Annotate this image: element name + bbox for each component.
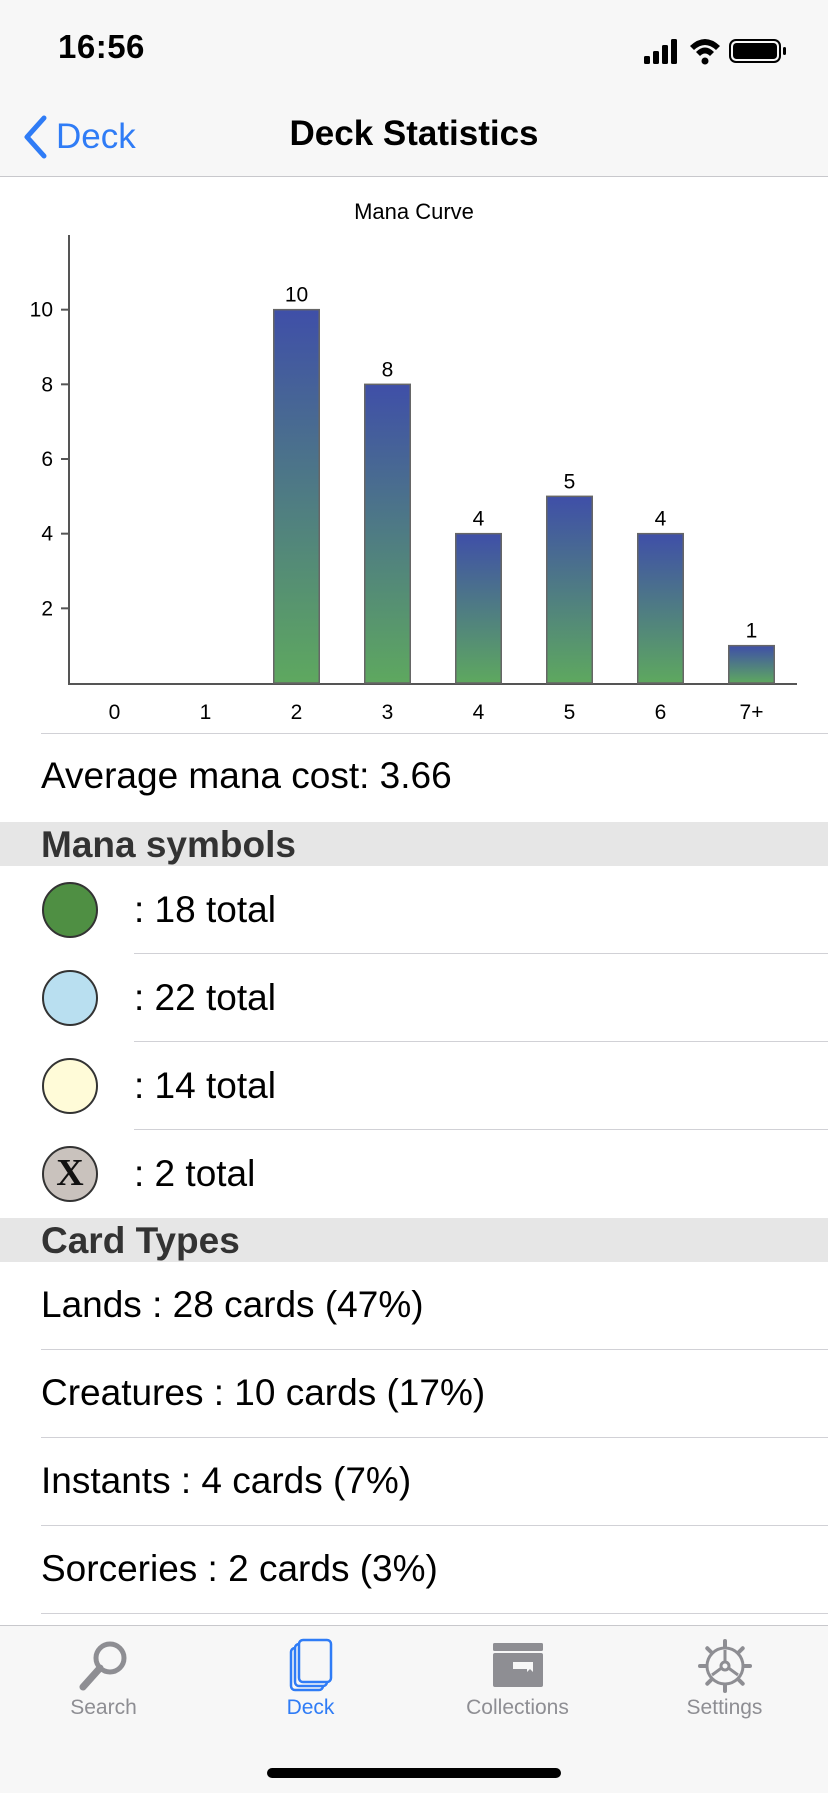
bar	[455, 532, 502, 684]
settings-icon	[697, 1639, 752, 1693]
collections-icon	[492, 1643, 543, 1687]
tab-search[interactable]: Search	[0, 1626, 207, 1726]
y-tick-label: 10	[30, 299, 53, 322]
mana-row: X : 2 total	[0, 1131, 828, 1219]
x-tick-label: 0	[109, 701, 121, 724]
bar	[728, 644, 775, 684]
bar	[364, 383, 411, 684]
mana-count: : 18 total	[134, 889, 276, 930]
x-mana-icon: X	[42, 1146, 98, 1202]
x-tick-label: 6	[655, 701, 667, 724]
card-type-row: Creatures : 10 cards (17%)	[41, 1372, 486, 1413]
mana-count: : 2 total	[134, 1153, 256, 1194]
bar	[637, 532, 684, 684]
bar-value-label: 4	[655, 508, 667, 531]
x-tick-label: 4	[473, 701, 485, 724]
navigation-bar: Deck Deck Statistics	[0, 100, 828, 177]
deck-icon	[289, 1638, 332, 1692]
y-tick-label: 4	[41, 523, 53, 546]
back-button-label: Deck	[56, 117, 136, 156]
status-icons	[644, 39, 786, 65]
bar	[273, 308, 320, 684]
tab-deck[interactable]: Deck	[207, 1626, 414, 1726]
tab-label: Deck	[286, 1696, 335, 1719]
chart-title: Mana Curve	[354, 199, 474, 224]
y-tick-label: 8	[41, 373, 53, 396]
section-header-card-types: Card Types	[0, 1218, 828, 1262]
bar-value-label: 1	[746, 620, 758, 643]
divider	[134, 1041, 828, 1042]
y-tick-label: 2	[41, 597, 53, 620]
divider	[41, 1613, 828, 1614]
mana-row: : 22 total	[0, 955, 828, 1043]
divider	[41, 1525, 828, 1526]
bar-value-label: 5	[564, 470, 576, 493]
average-mana-cost: Average mana cost: 3.66	[41, 755, 452, 796]
battery-icon	[729, 39, 786, 63]
bar-value-label: 10	[285, 284, 308, 307]
divider	[134, 953, 828, 954]
mana-row: : 14 total	[0, 1043, 828, 1131]
mana-curve-chart: Mana Curve 2 4 6 8 10 0 1 2 10 3 8 4 4 5 5 6 4 7+ 1	[30, 199, 797, 724]
mana-row: : 18 total	[0, 867, 828, 955]
x-tick-label: 1	[200, 701, 212, 724]
back-button[interactable]: Deck	[22, 112, 136, 162]
bar	[546, 495, 593, 684]
bar-value-label: 8	[382, 358, 394, 381]
green-mana-icon	[42, 882, 98, 938]
section-title: Card Types	[41, 1220, 240, 1261]
chevron-left-icon	[24, 115, 47, 159]
divider	[41, 1437, 828, 1438]
mana-count: : 22 total	[134, 977, 276, 1018]
tab-label: Collections	[466, 1696, 569, 1719]
status-time: 16:56	[58, 28, 145, 65]
blue-mana-icon	[42, 970, 98, 1026]
x-tick-label: 3	[382, 701, 394, 724]
divider	[41, 733, 828, 734]
mana-count: : 14 total	[134, 1065, 276, 1106]
page-title: Deck Statistics	[289, 114, 539, 153]
wifi-icon	[690, 39, 720, 65]
tab-label: Search	[70, 1696, 137, 1719]
x-tick-label: 5	[564, 701, 576, 724]
tab-bar: Search Deck Collections	[0, 1625, 828, 1793]
x-tick-label: 7+	[740, 701, 764, 724]
card-type-row: Instants : 4 cards (7%)	[41, 1460, 412, 1501]
status-bar: 16:56	[0, 0, 828, 100]
white-mana-icon	[42, 1058, 98, 1114]
search-icon	[79, 1641, 126, 1691]
tab-settings[interactable]: Settings	[621, 1626, 828, 1726]
card-type-row: Sorceries : 2 cards (3%)	[41, 1548, 438, 1589]
x-tick-label: 2	[291, 701, 303, 724]
divider	[41, 1349, 828, 1350]
home-indicator	[267, 1768, 561, 1778]
section-title: Mana symbols	[41, 824, 296, 865]
y-tick-label: 6	[41, 448, 53, 471]
card-type-row: Lands : 28 cards (47%)	[41, 1284, 424, 1325]
section-header-mana-symbols: Mana symbols	[0, 822, 828, 866]
x-mana-glyph: X	[56, 1152, 84, 1194]
divider	[134, 1129, 828, 1130]
bar-value-label: 4	[473, 508, 485, 531]
tab-label: Settings	[686, 1696, 763, 1719]
cellular-signal-icon	[644, 39, 677, 64]
tab-collections[interactable]: Collections	[414, 1626, 621, 1726]
